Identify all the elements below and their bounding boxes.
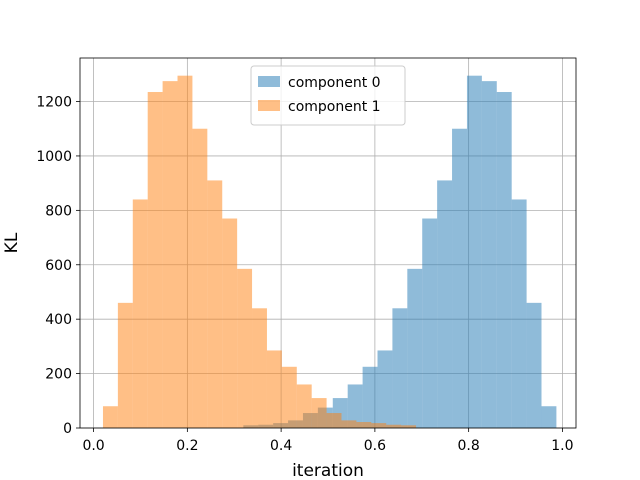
legend-label: component 1: [288, 99, 381, 115]
y-tick-label: 0: [63, 421, 72, 437]
histogram-bar: [281, 366, 297, 428]
histogram-bar: [347, 384, 363, 428]
x-axis-label: iteration: [292, 461, 364, 480]
x-tick-label: 0.4: [270, 438, 292, 454]
plot-frame: [79, 57, 577, 429]
y-tick-label: 1000: [36, 149, 72, 165]
legend-swatch: [258, 76, 280, 87]
histogram-bar: [326, 413, 342, 428]
histogram-bar: [192, 128, 208, 428]
y-tick-label: 400: [45, 312, 72, 328]
x-tick-label: 0.8: [458, 438, 480, 454]
histogram-bar: [407, 268, 423, 428]
histogram-bar: [392, 308, 408, 428]
histogram-bar: [356, 422, 372, 428]
histogram-bar: [147, 92, 163, 428]
histogram-bar: [377, 350, 393, 428]
histogram-bar: [102, 406, 118, 428]
histogram-bar: [511, 199, 527, 428]
legend-swatch: [258, 100, 280, 111]
histogram-bar: [422, 218, 438, 428]
y-axis-label: KL: [2, 232, 22, 253]
legend: component 0 component 1: [250, 65, 406, 126]
histogram-bar: [252, 308, 267, 428]
ticks-layer: 0.0 0.2 0.4 0.6 0.8 1.0 0 200 400 600 800 1000 1200: [36, 95, 573, 454]
histogram-bar: [466, 75, 482, 428]
histogram-bar: [452, 128, 467, 428]
histogram-bar: [481, 81, 497, 428]
histogram-bar: [341, 420, 357, 428]
histogram-bar: [496, 92, 512, 428]
histogram-bar: [132, 199, 148, 428]
y-tick-label: 200: [45, 367, 72, 383]
series-0-bars: [243, 75, 557, 428]
histogram-bar: [371, 423, 387, 428]
histogram-bar: [177, 75, 193, 428]
x-tick-label: 0.2: [176, 438, 198, 454]
x-tick-label: 0.0: [82, 438, 104, 454]
histogram-bar: [526, 302, 542, 428]
y-tick-label: 600: [45, 258, 72, 274]
histogram-bar: [222, 218, 238, 428]
histogram-bar: [401, 425, 417, 428]
y-tick-label: 1200: [36, 95, 72, 111]
series-1-bars: [102, 75, 417, 428]
histogram-bar: [207, 180, 223, 428]
histogram-bar: [162, 81, 178, 428]
histogram-bar: [386, 424, 402, 428]
y-tick-label: 800: [45, 203, 72, 219]
histogram-bar: [117, 302, 133, 428]
histogram-bar: [541, 406, 557, 428]
bars-layer: [102, 75, 557, 428]
histogram-bar: [296, 384, 312, 428]
x-tick-label: 0.6: [364, 438, 386, 454]
legend-box: [250, 65, 406, 126]
legend-label: component 0: [288, 75, 381, 91]
histogram-bar: [437, 180, 453, 428]
histogram-bar: [362, 366, 378, 428]
histogram-bar: [266, 350, 282, 428]
histogram-bar: [237, 268, 253, 428]
histogram-bar: [311, 398, 327, 428]
x-tick-label: 1.0: [551, 438, 573, 454]
